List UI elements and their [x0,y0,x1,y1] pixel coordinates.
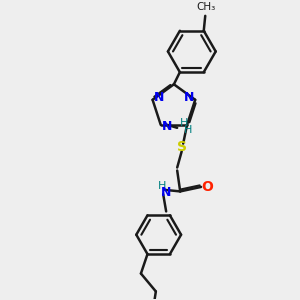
Text: N: N [154,91,164,104]
Text: S: S [177,140,187,154]
Text: N: N [162,120,172,133]
Text: O: O [201,180,213,194]
Text: H: H [158,181,166,191]
Text: CH₃: CH₃ [196,2,215,13]
Text: H: H [179,118,188,128]
Text: H: H [184,125,193,135]
Text: N: N [161,186,171,199]
Text: N: N [183,91,194,104]
